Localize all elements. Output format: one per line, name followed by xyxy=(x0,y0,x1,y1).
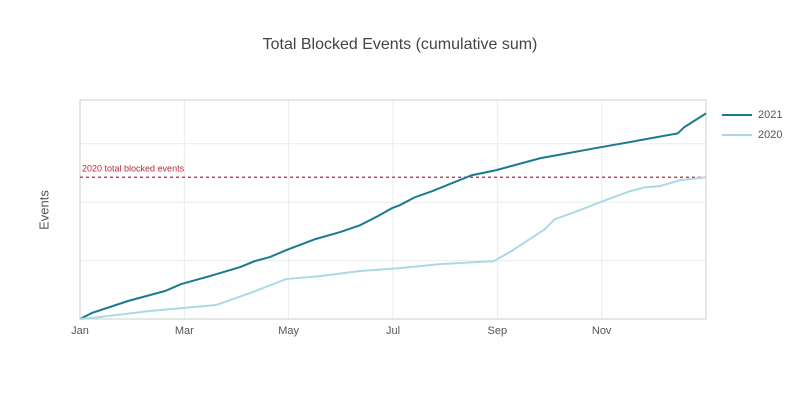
line-series xyxy=(79,176,707,320)
x-tick-label: Sep xyxy=(488,325,508,337)
x-tick-label: Mar xyxy=(175,325,194,337)
legend-label: 2021 xyxy=(758,109,782,121)
legend-label: 2020 xyxy=(758,129,782,141)
y-axis-label: Events xyxy=(36,190,51,230)
x-tick-label: Jan xyxy=(71,325,89,337)
reference-label: 2020 total blocked events xyxy=(82,164,185,174)
x-tick-label: Jul xyxy=(386,325,400,337)
chart-title: Total Blocked Events (cumulative sum) xyxy=(263,36,538,53)
x-tick-label: Nov xyxy=(592,325,612,337)
plot-frame xyxy=(79,99,707,320)
x-tick-label: May xyxy=(278,325,299,337)
line-series xyxy=(79,112,707,320)
